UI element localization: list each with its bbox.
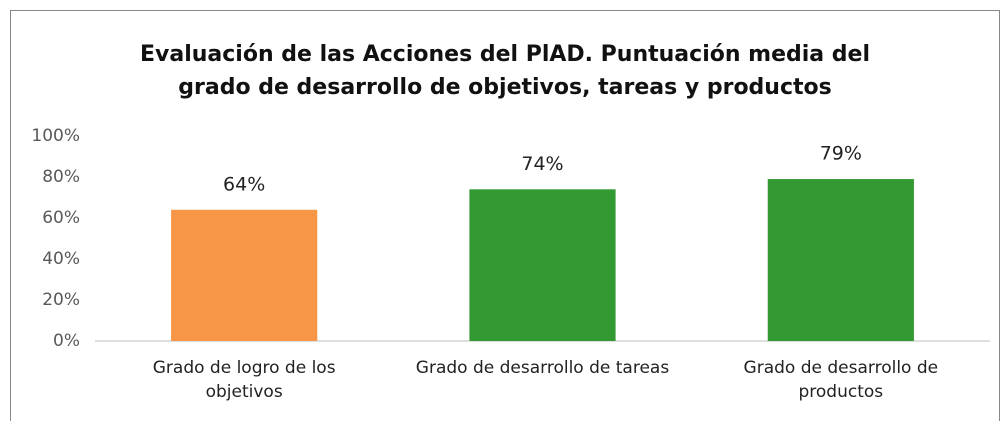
y-tick-label: 0%	[53, 331, 80, 351]
bar	[469, 189, 616, 341]
bar	[171, 209, 318, 341]
value-label: 79%	[820, 143, 862, 165]
y-tick-label: 60%	[42, 208, 80, 228]
chart-title: Evaluación de las Acciones del PlAD. Pun…	[139, 42, 871, 100]
y-tick-label: 40%	[42, 249, 80, 269]
y-tick-label: 80%	[42, 167, 80, 187]
x-tick-label: Grado de desarrollo de productos	[743, 358, 939, 402]
x-tick-label: Grado de desarrollo de tareas	[415, 358, 670, 378]
y-tick-label: 100%	[31, 126, 80, 146]
bar	[767, 179, 914, 341]
value-label: 64%	[223, 173, 265, 195]
value-label: 74%	[521, 153, 563, 175]
chart-border	[10, 10, 1000, 421]
x-tick-label: Grado de logro de los objetivos	[152, 358, 336, 402]
y-tick-label: 20%	[42, 290, 80, 310]
